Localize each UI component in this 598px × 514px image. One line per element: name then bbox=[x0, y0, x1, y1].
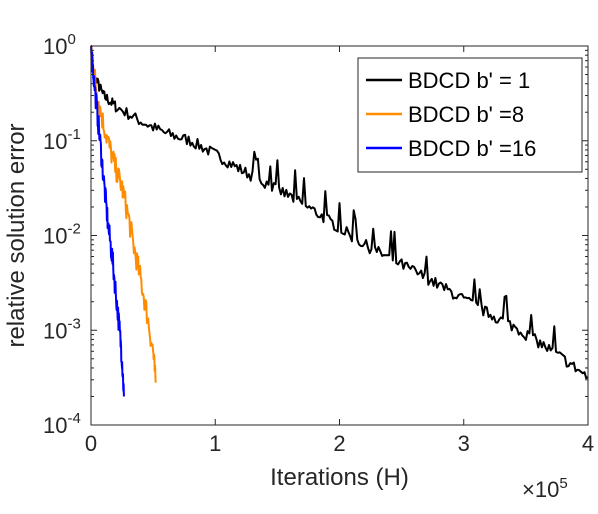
y-tick-label: 10-3 bbox=[43, 315, 81, 343]
plot-lines bbox=[90, 45, 589, 397]
series-line-1 bbox=[90, 45, 589, 380]
legend-entry-label: BDCD b' = 1 bbox=[408, 68, 530, 93]
x-tick-label: 0 bbox=[85, 431, 97, 456]
x-axis-multiplier: ×105 bbox=[522, 475, 568, 502]
x-tick-label: 1 bbox=[209, 431, 221, 456]
x-tick-label: 3 bbox=[458, 431, 470, 456]
x-axis-multiplier-exp: 5 bbox=[559, 475, 567, 492]
x-tick-label: 2 bbox=[333, 431, 345, 456]
series-line-2 bbox=[90, 45, 157, 383]
series-line-3 bbox=[90, 45, 125, 397]
legend-entry-label: BDCD b' =16 bbox=[408, 136, 536, 161]
y-tick-label: 10-2 bbox=[43, 221, 81, 249]
legend-entry-label: BDCD b' =8 bbox=[408, 102, 524, 127]
x-axis-label: Iterations (H) bbox=[270, 464, 409, 491]
y-axis-label: relative solution error bbox=[3, 123, 30, 347]
axis-ticks: 0 1 2 3 4 100 10-1 10-2 10-3 10-4 bbox=[43, 31, 594, 456]
x-axis-multiplier-base: ×10 bbox=[522, 477, 559, 502]
y-tick-label: 10-4 bbox=[43, 410, 81, 438]
legend: BDCD b' = 1 BDCD b' =8 BDCD b' =16 bbox=[357, 57, 583, 173]
y-tick-label: 10-1 bbox=[43, 126, 81, 154]
y-tick-label: 100 bbox=[43, 31, 76, 59]
x-tick-label: 4 bbox=[582, 431, 594, 456]
